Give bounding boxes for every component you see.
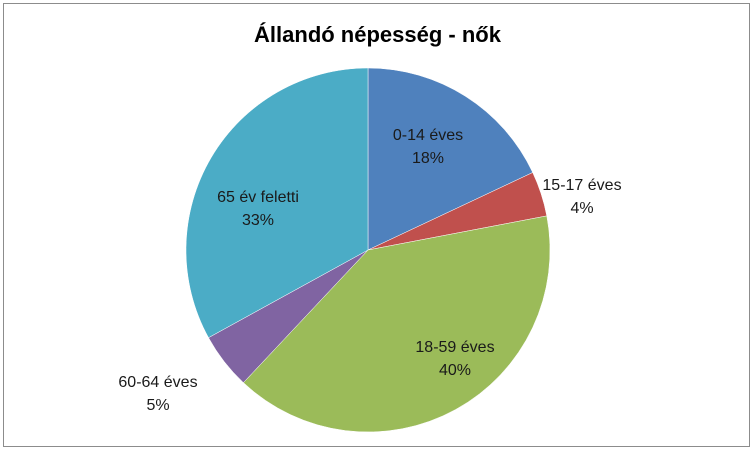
slice-value-label: 4%	[570, 200, 593, 217]
slice-label: 15-17 éves	[542, 177, 621, 194]
slice-label: 60-64 éves	[118, 374, 197, 391]
slice-label: 65 év feletti	[217, 189, 299, 206]
slice-value-label: 18%	[412, 150, 444, 167]
chart-title: Állandó népesség - nők	[254, 22, 501, 47]
slice-value-label: 33%	[242, 212, 274, 229]
slice-label: 0-14 éves	[393, 127, 463, 144]
pie-slice-65-év-feletti	[185, 67, 369, 339]
slice-value-label: 40%	[439, 362, 471, 379]
slice-value-label: 5%	[146, 397, 169, 414]
pie-slice-18-59-éves	[243, 215, 551, 433]
pie-slice-0-14-éves	[367, 67, 534, 251]
slice-label: 18-59 éves	[415, 339, 494, 356]
